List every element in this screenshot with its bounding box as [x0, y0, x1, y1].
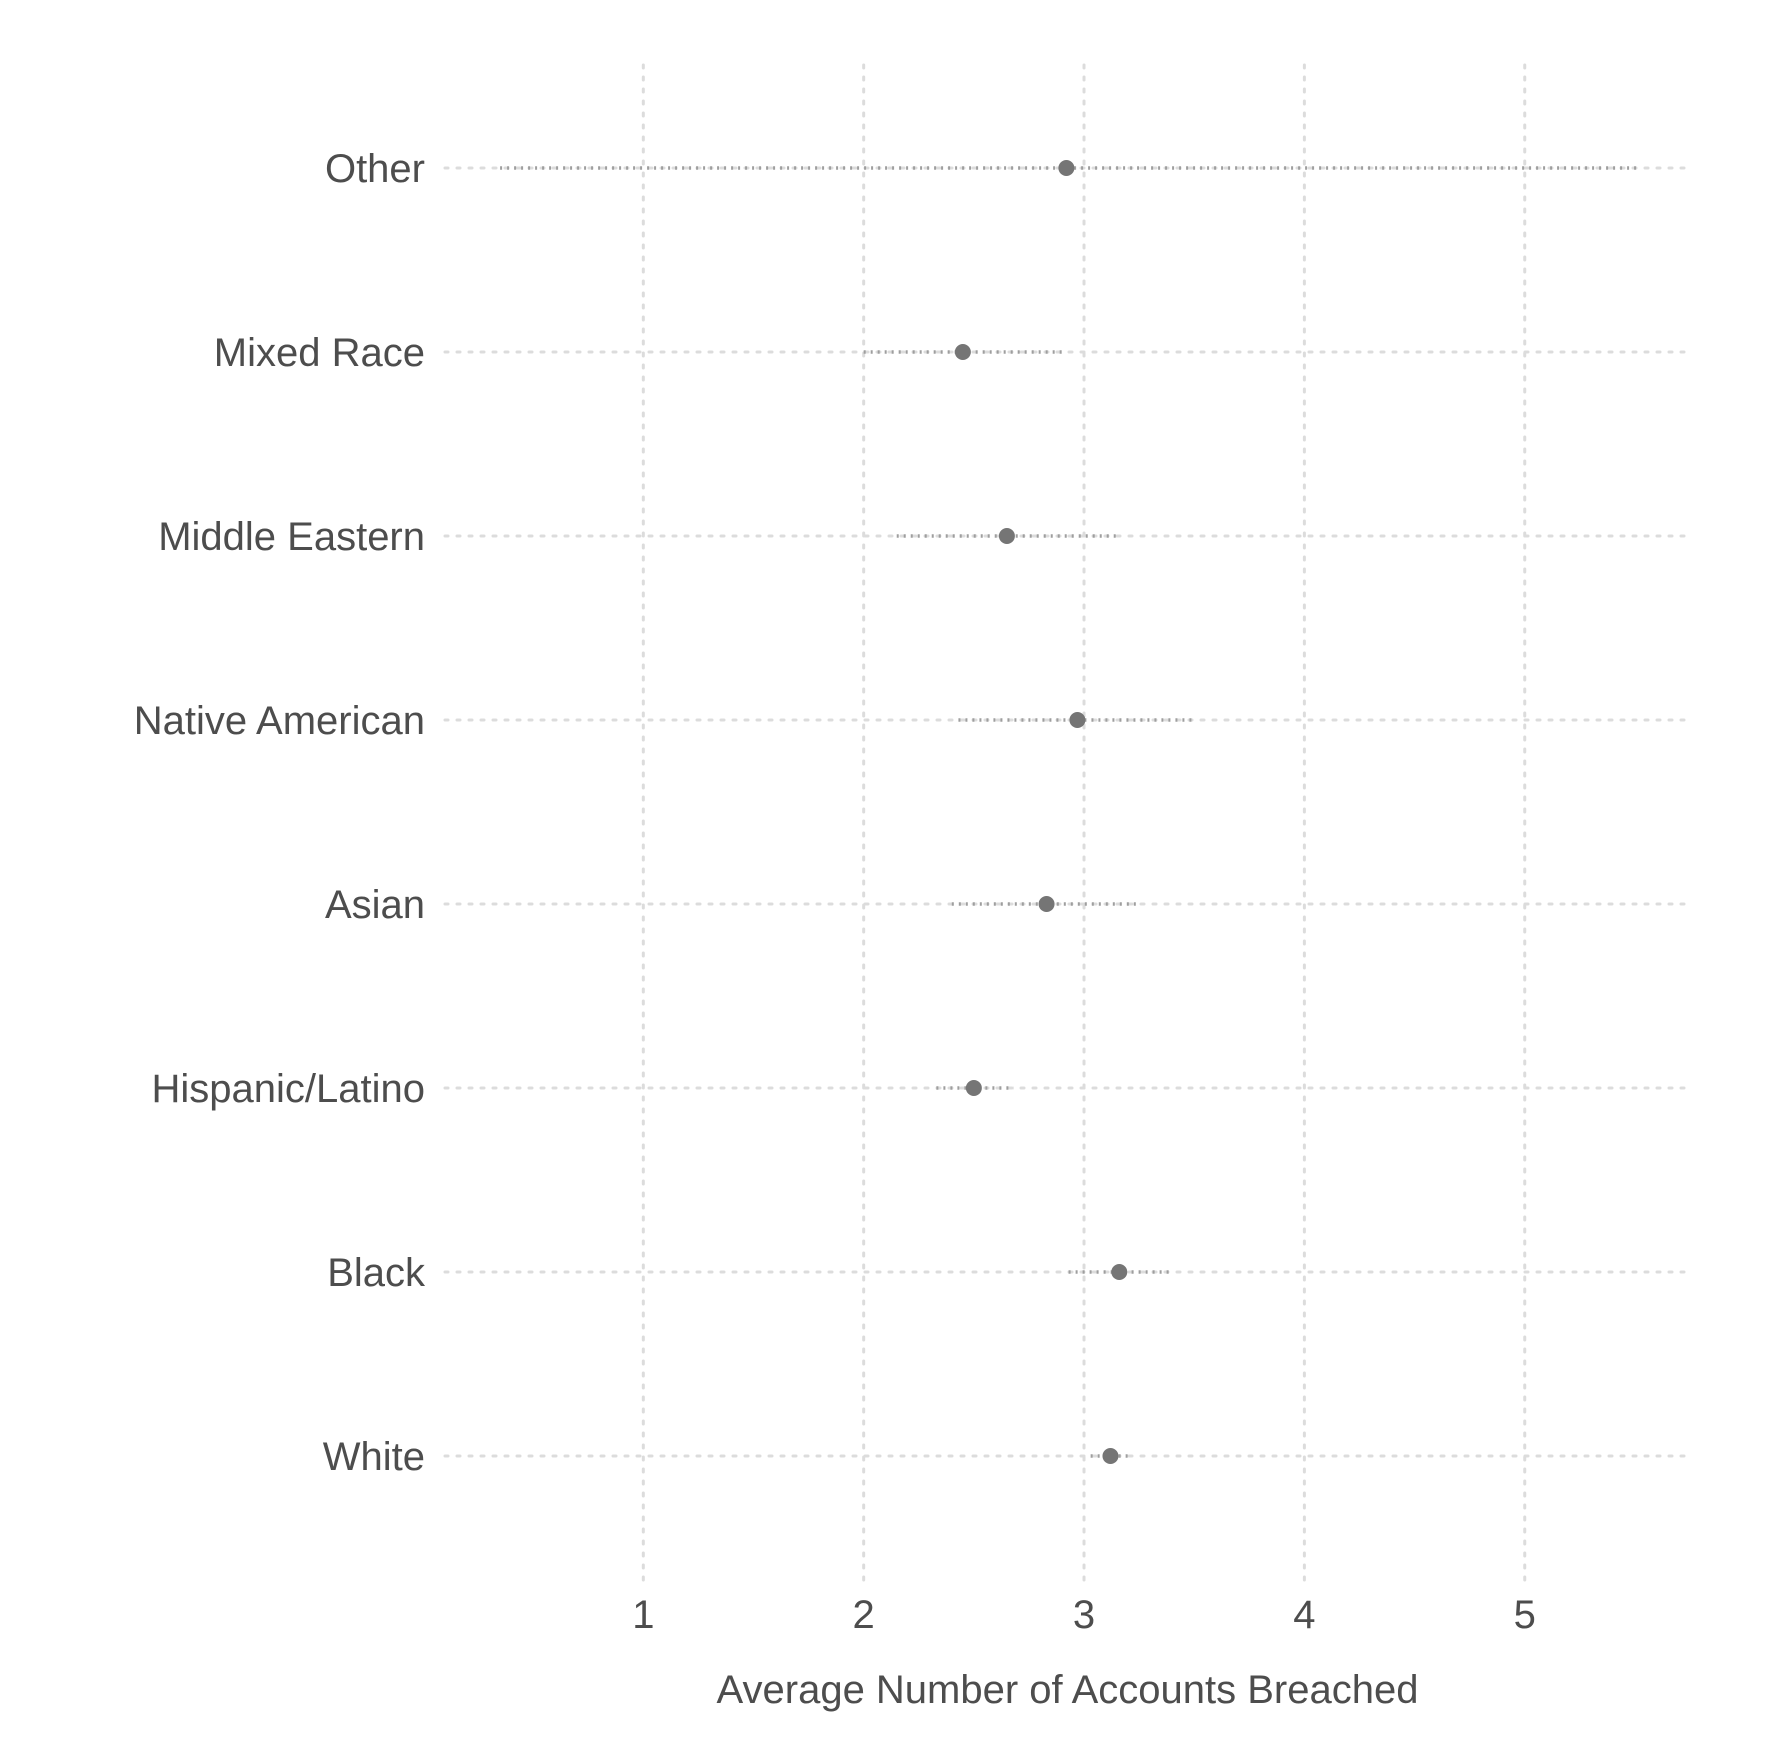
y-tick-label: Other — [325, 147, 425, 191]
y-tick-label: Native American — [134, 699, 425, 743]
y-axis-tick-labels: Other Mixed Race Middle Eastern Native Amer… — [134, 147, 426, 1479]
x-tick-label-3: 3 — [1073, 1593, 1095, 1637]
data-point — [965, 1080, 982, 1096]
horizontal-gridlines — [443, 166, 1692, 1458]
data-point — [1069, 712, 1086, 728]
data-point — [1102, 1448, 1119, 1464]
x-axis-tick-labels: 1 2 3 4 5 — [632, 1593, 1536, 1637]
x-tick-label-5: 5 — [1514, 1593, 1536, 1637]
y-tick-label: Mixed Race — [214, 331, 425, 375]
x-tick-label-1: 1 — [632, 1593, 654, 1637]
x-axis-title: Average Number of Accounts Breached — [717, 1668, 1419, 1712]
vertical-gridlines — [641, 63, 1527, 1587]
data-point — [998, 528, 1015, 544]
data-point — [1058, 160, 1075, 176]
data-point — [954, 344, 971, 360]
y-tick-label: Asian — [325, 883, 425, 927]
data-points — [954, 160, 1128, 1464]
x-tick-label-2: 2 — [853, 1593, 875, 1637]
y-tick-label: Middle Eastern — [158, 515, 425, 559]
y-tick-label: Black — [327, 1251, 426, 1295]
data-point — [1038, 896, 1055, 912]
interval-lines — [500, 166, 1640, 1458]
y-tick-label: Hispanic/Latino — [152, 1067, 426, 1111]
y-tick-label: White — [323, 1435, 425, 1479]
x-tick-label-4: 4 — [1293, 1593, 1315, 1637]
data-point — [1111, 1264, 1128, 1280]
